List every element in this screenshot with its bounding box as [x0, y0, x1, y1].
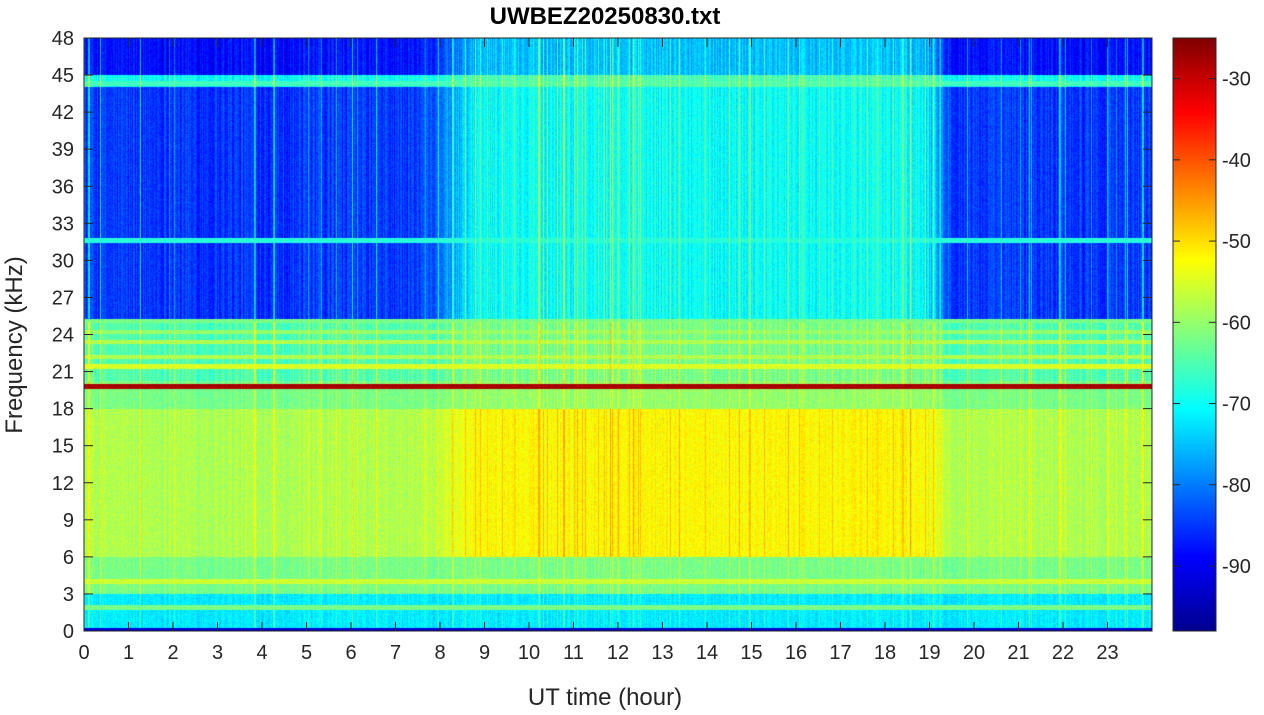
y-tick-label: 0 — [63, 621, 74, 643]
x-tick-label: 12 — [607, 642, 629, 664]
x-tick-label: 23 — [1096, 642, 1118, 664]
x-tick-label: 0 — [78, 642, 89, 664]
colorbar-tick-label: -70 — [1222, 394, 1251, 416]
y-tick-label: 21 — [52, 362, 74, 384]
x-tick-label: 7 — [390, 642, 401, 664]
y-tick-label: 12 — [52, 473, 74, 495]
x-tick-label: 6 — [345, 642, 356, 664]
x-tick-label: 9 — [479, 642, 490, 664]
y-tick-label: 18 — [52, 399, 74, 421]
x-tick-label: 2 — [167, 642, 178, 664]
spectrogram-heatmap — [84, 38, 1152, 631]
colorbar-ticks: -30 -40 -50 -60 -70 -80 -90 — [1173, 69, 1251, 578]
y-tick-label: 9 — [63, 510, 74, 532]
x-tick-label: 1 — [123, 642, 134, 664]
y-tick-label: 48 — [52, 28, 74, 50]
y-tick-label: 42 — [52, 102, 74, 124]
y-tick-label: 15 — [52, 436, 74, 458]
chart-title: UWBEZ20250830.txt — [490, 3, 721, 30]
x-tick-label: 18 — [874, 642, 896, 664]
y-tick-label: 30 — [52, 250, 74, 272]
colorbar-tick-label: -60 — [1222, 312, 1251, 334]
x-tick-label: 3 — [212, 642, 223, 664]
x-tick-label: 15 — [740, 642, 762, 664]
x-tick-label: 19 — [918, 642, 940, 664]
x-tick-label: 20 — [963, 642, 985, 664]
x-axis-ticks: 0 1 2 3 4 5 6 7 8 9 10 11 12 13 14 15 16 17 18 19 20 21 22 23 — [78, 38, 1119, 664]
x-tick-label: 17 — [829, 642, 851, 664]
x-tick-label: 5 — [301, 642, 312, 664]
y-tick-label: 3 — [63, 584, 74, 606]
x-tick-label: 8 — [434, 642, 445, 664]
x-tick-label: 21 — [1007, 642, 1029, 664]
y-tick-label: 45 — [52, 65, 74, 87]
x-tick-label: 22 — [1052, 642, 1074, 664]
x-tick-label: 13 — [651, 642, 673, 664]
x-tick-label: 4 — [256, 642, 267, 664]
spectrogram-plot-area — [83, 37, 1153, 632]
colorbar-gradient — [1172, 37, 1217, 632]
x-tick-label: 10 — [518, 642, 540, 664]
y-tick-label: 39 — [52, 139, 74, 161]
x-tick-label: 11 — [563, 642, 584, 664]
y-tick-label: 27 — [52, 287, 74, 309]
colorbar: -30 -40 -50 -60 -70 -80 -90 — [1172, 37, 1251, 632]
colorbar-tick-label: -50 — [1222, 231, 1251, 253]
x-tick-label: 14 — [696, 642, 718, 664]
colorbar-tick-label: -40 — [1222, 150, 1251, 172]
y-tick-label: 36 — [52, 176, 74, 198]
colorbar-tick-label: -80 — [1222, 475, 1251, 497]
y-axis-title: Frequency (kHz) — [1, 256, 28, 433]
x-tick-label: 16 — [785, 642, 807, 664]
y-tick-label: 6 — [63, 547, 74, 569]
x-axis-title: UT time (hour) — [528, 684, 682, 711]
y-tick-label: 33 — [52, 213, 74, 235]
colorbar-tick-label: -30 — [1222, 69, 1251, 91]
colorbar-tick-label: -90 — [1222, 556, 1251, 578]
y-tick-label: 24 — [52, 325, 74, 347]
